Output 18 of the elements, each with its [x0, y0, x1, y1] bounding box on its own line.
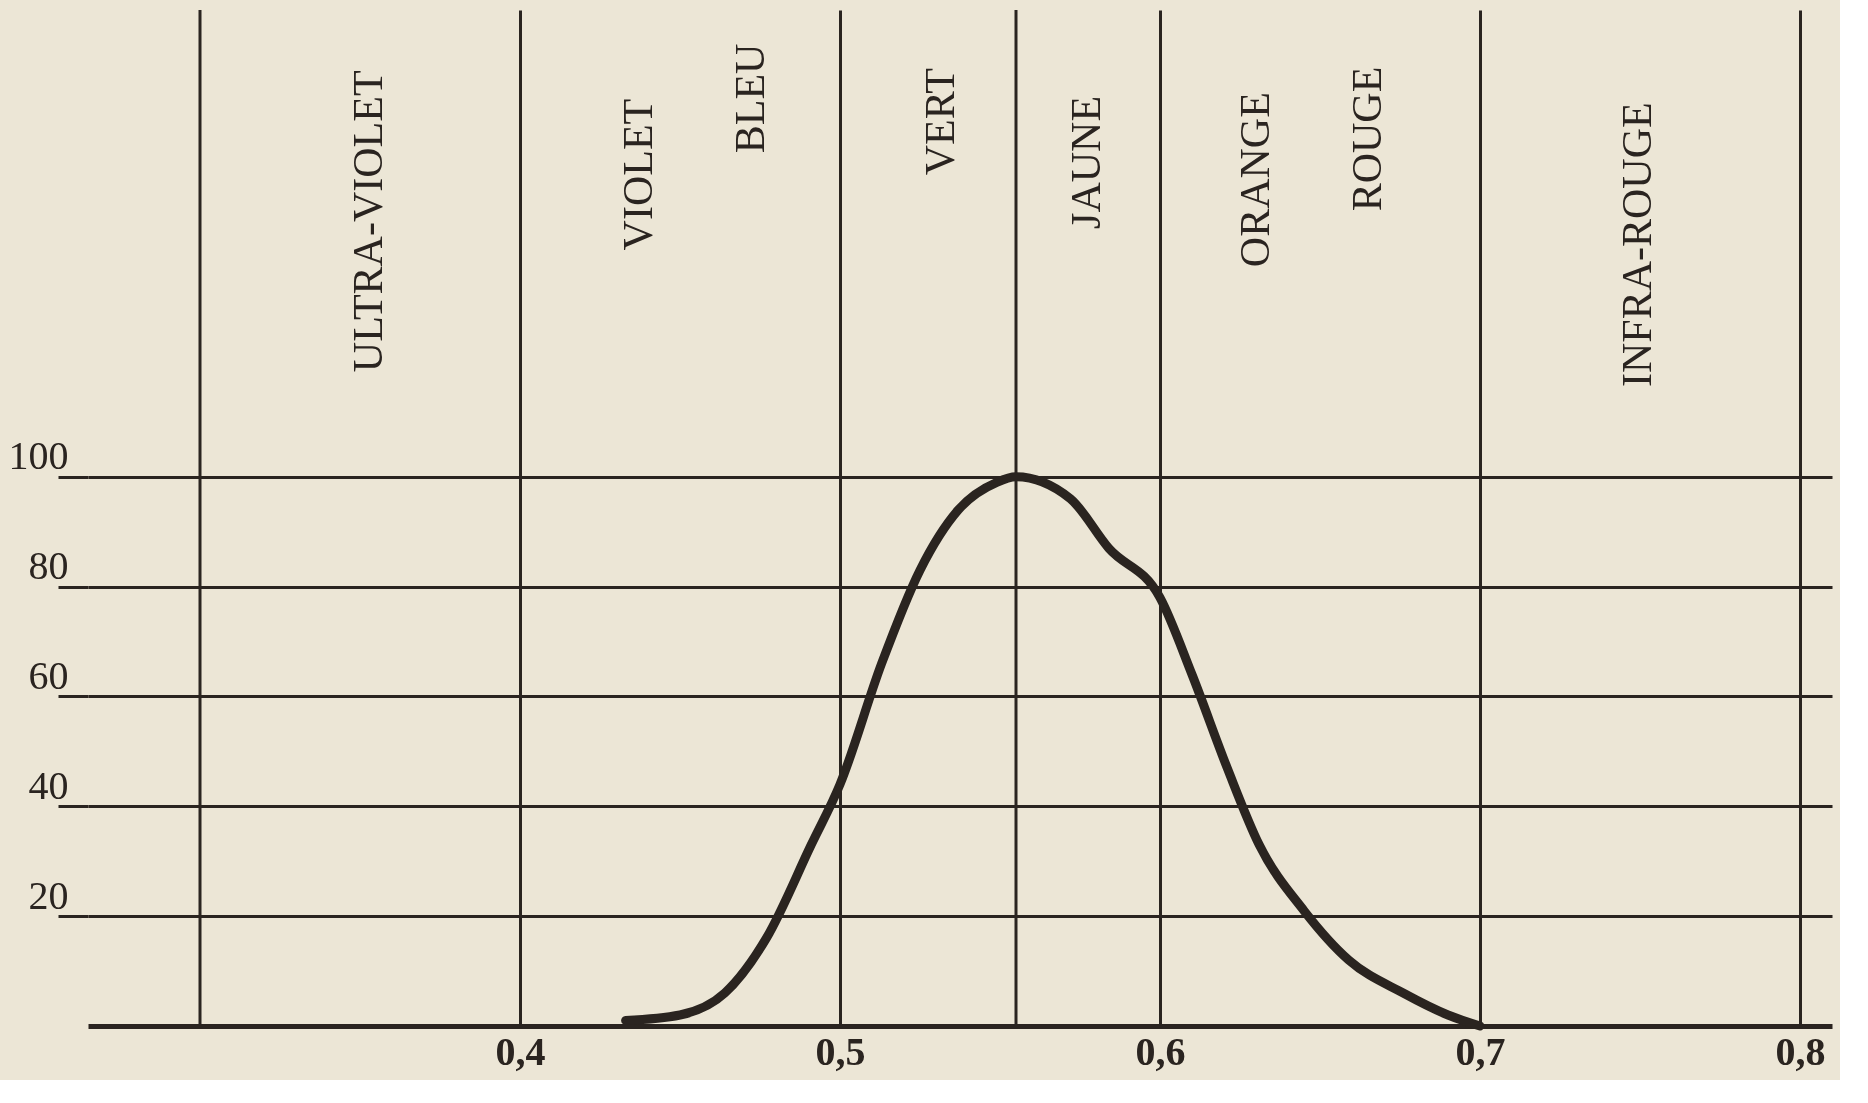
x-tick-label: 0,5: [815, 1028, 866, 1074]
annotation: JAUNE: [1063, 95, 1110, 229]
x-tick-label: 0,4: [495, 1028, 546, 1074]
x-tick-label: 0,7: [1455, 1028, 1506, 1074]
annotation: INFRA-ROUGE: [1614, 102, 1661, 388]
x-tick-label: 0,6: [1135, 1028, 1186, 1074]
y-tick-label: 100: [8, 433, 69, 479]
annotation: ORANGE: [1232, 92, 1279, 268]
y-tick-label: 60: [28, 652, 69, 698]
annotation: VIOLET: [615, 98, 662, 251]
y-tick-label: 80: [28, 543, 69, 589]
annotation: ULTRA-VIOLET: [344, 70, 391, 373]
annotation: VERT: [916, 68, 963, 176]
annotation: ROUGE: [1344, 66, 1391, 212]
y-tick-label: 20: [28, 872, 69, 918]
annotation: BLEU: [726, 43, 773, 154]
y-tick-label: 40: [28, 762, 69, 808]
x-tick-label: 0,8: [1775, 1028, 1826, 1074]
